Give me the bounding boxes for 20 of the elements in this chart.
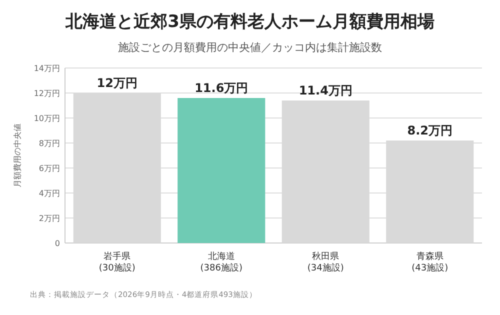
data-label: 8.2万円 — [407, 124, 453, 138]
x-tick-label: 秋田県 (34施設) — [307, 251, 344, 274]
y-tick-label: 8万円 — [38, 139, 60, 148]
y-tick-label: 4万円 — [38, 189, 60, 198]
data-label: 11.6万円 — [194, 81, 248, 95]
y-tick-label: 0 — [54, 239, 60, 248]
y-tick-label: 12万円 — [34, 89, 60, 98]
y-tick-label: 10万円 — [34, 114, 60, 123]
data-label: 12万円 — [96, 76, 138, 90]
x-tick-label: 青森県 (43施設) — [412, 251, 448, 274]
bar — [178, 98, 266, 243]
chart-title: 北海道と近郊3県の有料老人ホーム月額費用相場 — [64, 12, 434, 32]
y-axis-title: 月額費用の中央値 — [13, 124, 22, 188]
data-label: 11.4万円 — [298, 84, 352, 98]
x-tick-label: 北海道 (386施設) — [200, 251, 242, 274]
y-tick-label: 6万円 — [38, 164, 60, 173]
y-tick-label: 2万円 — [38, 214, 60, 223]
y-tick-label: 14万円 — [34, 64, 60, 73]
x-tick-label: 岩手県 (30施設) — [98, 251, 136, 274]
chart-subtitle: 施設ごとの月額費用の中央値／カッコ内は集計施設数 — [118, 41, 382, 54]
